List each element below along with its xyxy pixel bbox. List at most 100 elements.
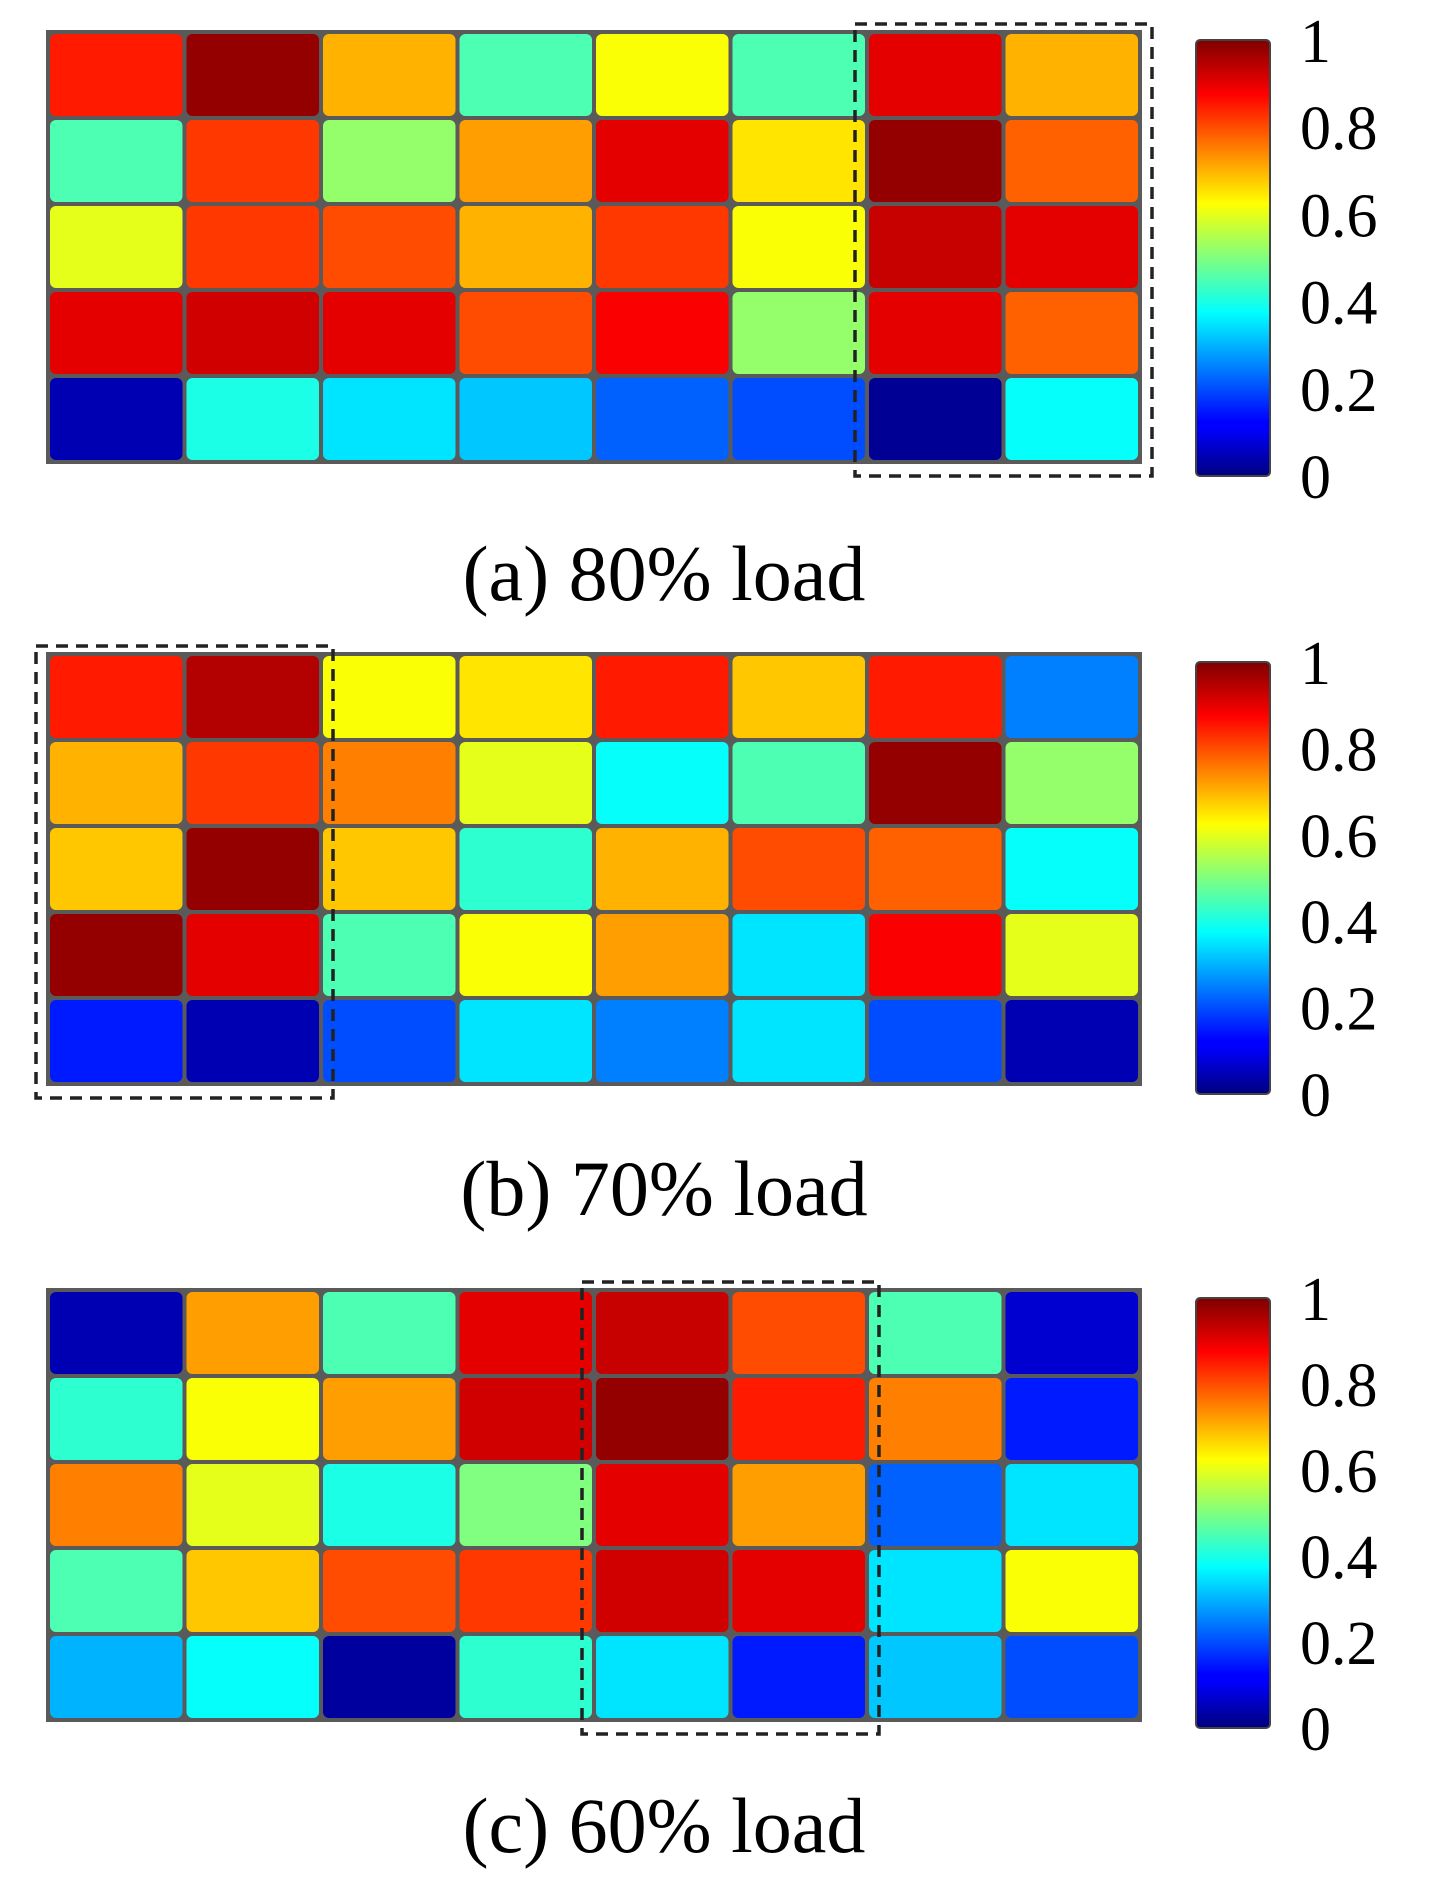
heatmap-cell-r2-c2: [186, 1378, 319, 1460]
heatmap-cell-r5-c4: [459, 378, 592, 460]
heatmap-cell-r3-c8: [1005, 206, 1138, 288]
heatmap-cell-r1-c2: [186, 656, 319, 738]
heatmap-cell-r5-c4: [459, 1636, 592, 1718]
heatmap-cell-r4-c8: [1005, 1550, 1138, 1632]
colorbar-tick-label: 0.4: [1300, 1524, 1378, 1592]
colorbar-tick-label: 0.8: [1300, 95, 1378, 163]
heatmap-cell-r3-c8: [1005, 828, 1138, 910]
heatmap-cell-r5-c7: [869, 378, 1002, 460]
heatmap-cell-r3-c2: [186, 1464, 319, 1546]
heatmap-cell-r3-c7: [869, 1464, 1002, 1546]
colorbar-tick-label: 0: [1300, 1062, 1331, 1130]
heatmap-cell-r3-c1: [50, 828, 183, 910]
heatmap-cell-r4-c7: [869, 292, 1002, 374]
heatmap-cell-r4-c5: [596, 1550, 729, 1632]
heatmap-cell-r5-c6: [732, 1636, 865, 1718]
colorbar-tick-label: 0.2: [1300, 357, 1378, 425]
colorbar: [1195, 1297, 1271, 1729]
heatmap-cell-r1-c7: [869, 1292, 1002, 1374]
colorbar-tick-label: 0.8: [1300, 1352, 1378, 1420]
colorbar: [1195, 39, 1271, 477]
heatmap-cell-r5-c3: [323, 378, 456, 460]
heatmap-cell-r3-c7: [869, 828, 1002, 910]
heatmap-cell-r3-c5: [596, 206, 729, 288]
heatmap-cell-r5-c7: [869, 1636, 1002, 1718]
heatmap-cell-r5-c5: [596, 378, 729, 460]
heatmap-cell-r1-c4: [459, 656, 592, 738]
heatmap-cell-r2-c1: [50, 1378, 183, 1460]
colorbar-tick-label: 0.6: [1300, 1438, 1378, 1506]
heatmap-cell-r3-c5: [596, 828, 729, 910]
heatmap-cell-r4-c1: [50, 1550, 183, 1632]
colorbar-tick-label: 0.8: [1300, 716, 1378, 784]
heatmap-cell-r2-c6: [732, 120, 865, 202]
heatmap-cell-r1-c3: [323, 34, 456, 116]
heatmap-cell-r2-c8: [1005, 1378, 1138, 1460]
panel-caption: (b) 70% load: [460, 1145, 867, 1232]
heatmap-cell-r2-c1: [50, 742, 183, 824]
heatmap-cell-r5-c2: [186, 1000, 319, 1082]
heatmap-cell-r2-c5: [596, 742, 729, 824]
heatmap-cell-r5-c8: [1005, 1000, 1138, 1082]
heatmap-cell-r3-c4: [459, 1464, 592, 1546]
heatmap-cell-r2-c6: [732, 1378, 865, 1460]
heatmap-cell-r2-c8: [1005, 120, 1138, 202]
highlight-dashed-box: [853, 22, 1154, 478]
heatmap-cell-r1-c1: [50, 1292, 183, 1374]
heatmap-cell-r1-c2: [186, 1292, 319, 1374]
heatmap-cell-r5-c8: [1005, 1636, 1138, 1718]
heatmap-cell-r1-c7: [869, 34, 1002, 116]
heatmap-cell-r4-c4: [459, 914, 592, 996]
heatmap-cell-r2-c3: [323, 742, 456, 824]
colorbar-tick-label: 0: [1300, 1696, 1331, 1764]
heatmap-cell-r2-c8: [1005, 742, 1138, 824]
heatmap-cell-r4-c8: [1005, 914, 1138, 996]
highlight-dashed-box: [34, 644, 335, 1100]
heatmap-cell-r1-c5: [596, 1292, 729, 1374]
colorbar-tick-label: 1: [1300, 8, 1331, 76]
heatmap-cell-r1-c8: [1005, 656, 1138, 738]
heatmap-cell-r5-c4: [459, 1000, 592, 1082]
heatmap-cell-r2-c4: [459, 1378, 592, 1460]
heatmap-cell-r4-c2: [186, 914, 319, 996]
heatmap-cell-r5-c3: [323, 1636, 456, 1718]
heatmap-cell-r3-c6: [732, 206, 865, 288]
heatmap-cell-r3-c3: [323, 828, 456, 910]
heatmap-cell-r1-c7: [869, 656, 1002, 738]
heatmap-cell-r4-c6: [732, 914, 865, 996]
heatmap-panel-2: 0 0.2 0.4 0.6 0.8 1 (b) 70% load: [34, 630, 1378, 1232]
colorbar-tick-label: 0.2: [1300, 1610, 1378, 1678]
heatmap-cell-r5-c6: [732, 1000, 865, 1082]
colorbar-tick-label: 0: [1300, 444, 1331, 512]
heatmap-panel-3: 0 0.2 0.4 0.6 0.8 1 (c) 60% load: [46, 1266, 1378, 1869]
heatmap-cell-r1-c6: [732, 34, 865, 116]
heatmap-cell-r2-c7: [869, 120, 1002, 202]
colorbar-tick-label: 0.6: [1300, 182, 1378, 250]
colorbar-tick-label: 1: [1300, 630, 1331, 698]
heatmap-cell-r3-c6: [732, 828, 865, 910]
heatmap-cell-r3-c1: [50, 1464, 183, 1546]
heatmap-panel-1: 0 0.2 0.4 0.6 0.8 1 (a) 80% load: [46, 8, 1378, 617]
panel-caption: (a) 80% load: [463, 530, 866, 617]
heatmap-cell-r1-c8: [1005, 34, 1138, 116]
highlight-dashed-box: [580, 1280, 881, 1736]
heatmap-cell-r2-c2: [186, 742, 319, 824]
heatmap-cell-r5-c8: [1005, 378, 1138, 460]
heatmap-cell-r2-c5: [596, 120, 729, 202]
colorbar: [1195, 661, 1271, 1095]
heatmap-cell-r1-c1: [50, 656, 183, 738]
heatmap-cell-r4-c6: [732, 1550, 865, 1632]
heatmap-cell-r5-c6: [732, 378, 865, 460]
heatmap-cell-r4-c3: [323, 1550, 456, 1632]
heatmap-cell-r3-c4: [459, 206, 592, 288]
heatmap-cell-r1-c3: [323, 1292, 456, 1374]
heatmap-cell-r5-c2: [186, 378, 319, 460]
heatmap-cell-r4-c2: [186, 1550, 319, 1632]
heatmap-cell-r4-c1: [50, 292, 183, 374]
heatmap-cell-r5-c1: [50, 1636, 183, 1718]
heatmap-cell-r1-c8: [1005, 1292, 1138, 1374]
heatmap-cell-r4-c8: [1005, 292, 1138, 374]
heatmap-cell-r4-c5: [596, 292, 729, 374]
heatmap-cell-r2-c3: [323, 120, 456, 202]
heatmap-cell-r1-c4: [459, 34, 592, 116]
